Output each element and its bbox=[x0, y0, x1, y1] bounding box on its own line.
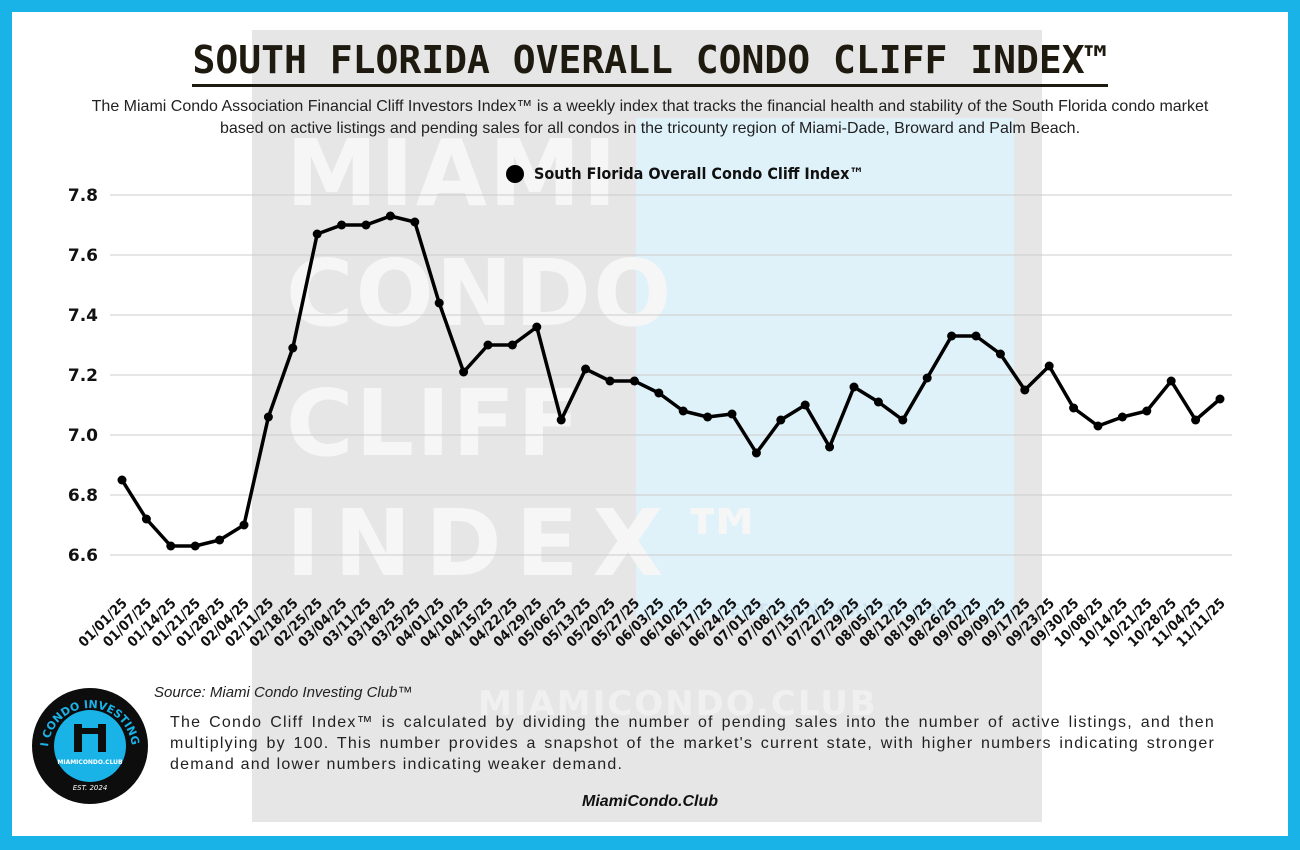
methodology-note: The Condo Cliff Index™ is calculated by … bbox=[170, 714, 1215, 773]
y-tick-label: 7.8 bbox=[68, 186, 98, 206]
x-tick-labels: 01/01/2501/07/2501/14/2501/21/2501/28/25… bbox=[76, 596, 1229, 651]
data-point bbox=[434, 298, 444, 308]
data-point bbox=[1142, 406, 1152, 416]
y-tick-label: 7.2 bbox=[68, 366, 98, 386]
watermark-url: MIAMICONDO.CLUB bbox=[478, 684, 878, 724]
y-tick-label: 7.0 bbox=[68, 426, 98, 446]
series-line bbox=[120, 214, 1222, 548]
data-point bbox=[117, 475, 127, 485]
source-note: Source: Miami Condo Investing Club™ bbox=[154, 684, 413, 701]
watermark-line-3: CLIFF bbox=[286, 370, 583, 477]
data-point bbox=[410, 217, 420, 227]
data-point bbox=[1093, 421, 1103, 431]
data-point bbox=[141, 514, 151, 524]
data-point bbox=[727, 409, 737, 419]
data-point bbox=[361, 220, 371, 230]
data-point bbox=[1044, 361, 1054, 371]
data-point bbox=[629, 376, 639, 386]
y-tick-label: 7.6 bbox=[68, 246, 98, 266]
data-point bbox=[678, 406, 688, 416]
data-point bbox=[166, 541, 176, 551]
y-tick-labels: 6.6 6.8 7.0 7.2 7.4 7.6 7.8 bbox=[68, 186, 98, 566]
data-point bbox=[1191, 415, 1201, 425]
chart-title: SOUTH FLORIDA OVERALL CONDO CLIFF INDEX™ bbox=[0, 38, 1300, 87]
data-point bbox=[215, 535, 225, 545]
data-point bbox=[873, 397, 883, 407]
data-point bbox=[459, 367, 469, 377]
data-point bbox=[581, 364, 591, 374]
series-layer bbox=[117, 211, 1225, 551]
data-point bbox=[483, 340, 493, 350]
data-point bbox=[776, 415, 786, 425]
watermark-line-4: INDEX™ bbox=[286, 490, 784, 597]
logo-url: MIAMICONDO.CLUB bbox=[57, 759, 123, 766]
data-point bbox=[507, 340, 517, 350]
watermark-chart-panel bbox=[636, 118, 1014, 618]
watermark-est: EST. JANUARY 1, 2025 bbox=[730, 600, 966, 619]
data-point bbox=[849, 382, 859, 392]
data-point bbox=[190, 541, 200, 551]
y-tick-label: 6.8 bbox=[68, 486, 98, 506]
y-tick-label: 7.4 bbox=[68, 306, 98, 326]
legend: South Florida Overall Condo Cliff Index™ bbox=[506, 164, 864, 183]
data-point bbox=[800, 400, 810, 410]
watermark-line-1: MIAMI bbox=[286, 120, 619, 227]
legend-marker bbox=[506, 164, 524, 183]
data-point bbox=[703, 412, 713, 422]
data-point bbox=[239, 520, 249, 530]
data-point bbox=[1215, 394, 1225, 404]
watermark-line-2: CONDO bbox=[286, 240, 674, 347]
data-point bbox=[605, 376, 615, 386]
data-point bbox=[1069, 403, 1079, 413]
data-point bbox=[654, 388, 664, 398]
chart-title-text: SOUTH FLORIDA OVERALL CONDO CLIFF INDEX™ bbox=[192, 38, 1108, 87]
data-point bbox=[312, 229, 322, 239]
data-point bbox=[898, 415, 908, 425]
grid-layer bbox=[110, 194, 1232, 556]
site-url: MiamiCondo.Club bbox=[582, 793, 718, 810]
data-point bbox=[971, 331, 981, 341]
legend-label: South Florida Overall Condo Cliff Index™ bbox=[534, 164, 864, 183]
data-point bbox=[1020, 385, 1030, 395]
y-tick-label: 6.6 bbox=[68, 546, 98, 566]
data-point bbox=[751, 448, 761, 458]
logo-est: EST. 2024 bbox=[73, 784, 108, 792]
data-point bbox=[556, 415, 566, 425]
data-point bbox=[922, 373, 932, 383]
club-logo: MIAMI CONDO INVESTING CLUB MIAMICONDO.CL… bbox=[30, 686, 148, 804]
chart-description: The Miami Condo Association Financial Cl… bbox=[91, 98, 1209, 137]
data-point bbox=[1166, 376, 1176, 386]
data-point bbox=[385, 211, 395, 221]
data-point bbox=[995, 349, 1005, 359]
data-point bbox=[1117, 412, 1127, 422]
data-point bbox=[825, 442, 835, 452]
data-point bbox=[947, 331, 957, 341]
data-point bbox=[263, 412, 273, 422]
data-point bbox=[288, 343, 298, 353]
data-point bbox=[532, 322, 542, 332]
data-point bbox=[337, 220, 347, 230]
